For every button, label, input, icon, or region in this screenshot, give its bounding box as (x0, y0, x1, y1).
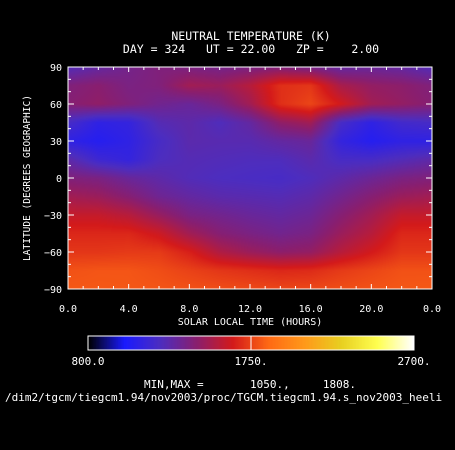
y-axis-label: LATITUDE (DEGREES GEOGRAPHIC) (22, 95, 33, 261)
x-tick-label: 0.0 (59, 304, 77, 315)
colorbar-label: 800.0 (71, 355, 104, 368)
y-tick-label: 90 (50, 63, 62, 74)
chart-subtitle: DAY = 324 UT = 22.00 ZP = 2.00 (123, 42, 379, 56)
colorbar-label: 2700. (397, 355, 430, 368)
minmax-text: MIN,MAX = 1050., 1808. (144, 378, 356, 391)
y-tick-label: −90 (44, 285, 62, 296)
x-tick-label: 12.0 (238, 304, 262, 315)
y-tick-label: −60 (44, 248, 62, 259)
x-tick-label: 4.0 (120, 304, 138, 315)
y-tick-label: 60 (50, 100, 62, 111)
y-axis: 90 60 30 0 −30 −60 −90 (44, 63, 432, 296)
y-tick-label: 30 (50, 137, 62, 148)
source-path: /dim2/tgcm/tiegcm1.94/nov2003/proc/TGCM.… (5, 391, 442, 404)
colorbar-label: 1750. (234, 355, 267, 368)
temperature-heatmap (68, 67, 432, 289)
y-tick-label: 0 (56, 174, 62, 185)
x-tick-label: 8.0 (180, 304, 198, 315)
x-axis-label: SOLAR LOCAL TIME (HOURS) (178, 317, 323, 328)
x-tick-label: 16.0 (299, 304, 323, 315)
colorbar-ticks: 800.0 1750. 2700. (71, 336, 431, 368)
x-tick-label: 20.0 (359, 304, 383, 315)
chart-title: NEUTRAL TEMPERATURE (K) (171, 29, 330, 43)
x-tick-label: 0.0 (423, 304, 441, 315)
x-axis: 0.0 4.0 8.0 12.0 16.0 20.0 0.0 (59, 67, 441, 315)
y-tick-label: −30 (44, 211, 62, 222)
